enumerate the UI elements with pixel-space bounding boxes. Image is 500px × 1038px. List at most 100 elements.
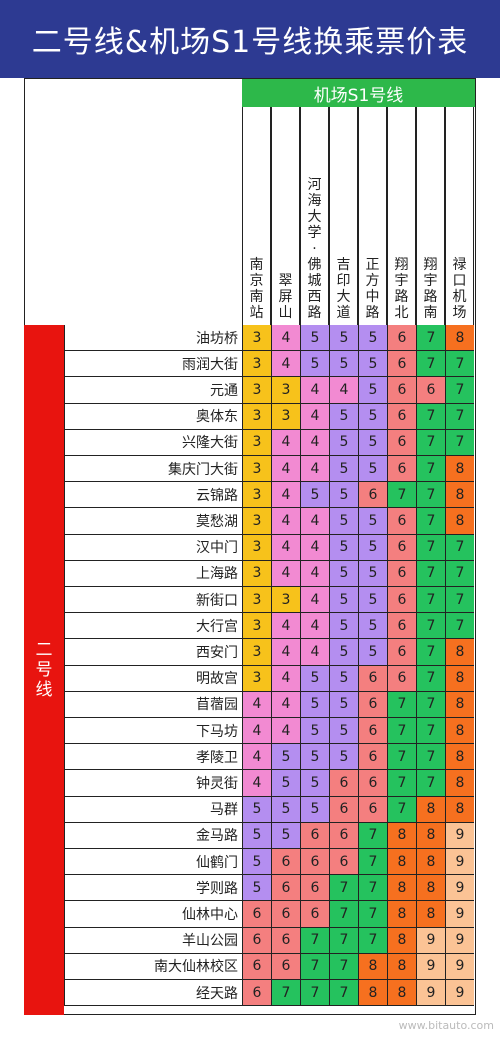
- fare-cell: 7: [358, 849, 387, 876]
- fare-cell: 8: [445, 770, 474, 797]
- fare-cell: 4: [271, 351, 300, 378]
- fare-cell: 6: [271, 901, 300, 928]
- fare-cell: 6: [242, 927, 271, 954]
- fare-cell: 8: [416, 875, 445, 902]
- fare-cell: 6: [358, 770, 387, 797]
- fare-cell: 7: [329, 875, 358, 902]
- fare-cell: 4: [271, 429, 300, 456]
- line2-label-text: 二号线: [35, 640, 53, 700]
- column-header: 正方中路: [358, 107, 387, 325]
- fare-cell: 7: [387, 691, 416, 718]
- fare-cell: 6: [358, 482, 387, 509]
- fare-cell: 8: [416, 796, 445, 823]
- fare-cell: 6: [329, 770, 358, 797]
- fare-cell: 5: [300, 770, 329, 797]
- fare-cell: 7: [387, 482, 416, 509]
- fare-cell: 8: [387, 953, 416, 980]
- fare-cell: 5: [271, 770, 300, 797]
- station-name: 钟灵街: [64, 770, 242, 797]
- fare-cell: 5: [329, 456, 358, 483]
- station-name: 集庆门大街: [64, 456, 242, 483]
- fare-cell: 5: [358, 560, 387, 587]
- fare-cell: 4: [242, 718, 271, 745]
- fare-cell: 5: [300, 325, 329, 352]
- fare-cell: 6: [387, 639, 416, 666]
- fare-cell: 8: [445, 639, 474, 666]
- fare-cell: 5: [271, 744, 300, 771]
- fare-cell: 5: [358, 429, 387, 456]
- fare-cell: 7: [416, 587, 445, 614]
- fare-cell: 6: [242, 980, 271, 1007]
- station-name: 经天路: [64, 980, 242, 1007]
- fare-cell: 7: [445, 534, 474, 561]
- table-row: 汉中门 3 4 4 5 5 6 7 7: [64, 534, 474, 561]
- fare-cell: 5: [329, 560, 358, 587]
- fare-cell: 7: [445, 377, 474, 404]
- fare-cell: 4: [271, 613, 300, 640]
- station-name: 南大仙林校区: [64, 953, 242, 980]
- fare-cell: 6: [242, 901, 271, 928]
- fare-cell: 6: [358, 796, 387, 823]
- station-name: 仙鹤门: [64, 849, 242, 876]
- table-row: 仙鹤门 5 6 6 6 7 8 8 9: [64, 849, 474, 876]
- fare-cell: 8: [445, 718, 474, 745]
- fare-cell: 6: [358, 718, 387, 745]
- fare-cell: 7: [358, 927, 387, 954]
- fare-cell: 4: [300, 403, 329, 430]
- fare-cell: 5: [300, 351, 329, 378]
- fare-cell: 8: [387, 822, 416, 849]
- watermark: www.bitauto.com: [398, 1019, 494, 1032]
- station-name: 奥体东: [64, 403, 242, 430]
- fare-cell: 4: [271, 560, 300, 587]
- fare-cell: 6: [329, 796, 358, 823]
- fare-cell: 9: [416, 927, 445, 954]
- station-name: 上海路: [64, 560, 242, 587]
- fare-cell: 9: [445, 901, 474, 928]
- fare-cell: 7: [416, 744, 445, 771]
- fare-cell: 7: [416, 560, 445, 587]
- fare-cell: 5: [329, 718, 358, 745]
- fare-cell: 3: [242, 560, 271, 587]
- fare-cell: 6: [387, 587, 416, 614]
- table-row: 钟灵街 4 5 5 6 6 7 7 8: [64, 770, 474, 797]
- table-row: 南大仙林校区 6 6 7 7 8 8 9 9: [64, 953, 474, 980]
- fare-cell: 6: [387, 456, 416, 483]
- station-name: 新街口: [64, 587, 242, 614]
- fare-cell: 3: [242, 482, 271, 509]
- fare-cell: 3: [271, 587, 300, 614]
- fare-cell: 5: [242, 796, 271, 823]
- station-name: 学则路: [64, 875, 242, 902]
- fare-cell: 7: [387, 796, 416, 823]
- fare-cell: 7: [445, 429, 474, 456]
- fare-cell: 8: [416, 901, 445, 928]
- fare-cell: 6: [271, 849, 300, 876]
- fare-cell: 5: [329, 482, 358, 509]
- station-name: 下马坊: [64, 718, 242, 745]
- fare-cell: 3: [242, 456, 271, 483]
- fare-cell: 7: [416, 691, 445, 718]
- station-name: 仙林中心: [64, 901, 242, 928]
- station-name: 金马路: [64, 822, 242, 849]
- column-header-label: 翔宇路北: [394, 257, 409, 321]
- station-name: 羊山公园: [64, 927, 242, 954]
- station-name: 汉中门: [64, 534, 242, 561]
- fare-cell: 8: [387, 875, 416, 902]
- column-header: 南京南站: [242, 107, 271, 325]
- fare-cell: 6: [387, 403, 416, 430]
- fare-cell: 3: [242, 613, 271, 640]
- fare-cell: 5: [358, 639, 387, 666]
- fare-cell: 7: [329, 953, 358, 980]
- fare-cell: 4: [300, 534, 329, 561]
- table-row: 油坊桥 3 4 5 5 5 6 7 8: [64, 325, 474, 352]
- fare-cell: 6: [271, 875, 300, 902]
- fare-cell: 4: [300, 613, 329, 640]
- fare-cell: 4: [271, 718, 300, 745]
- table-row: 羊山公园 6 6 7 7 7 8 9 9: [64, 927, 474, 954]
- fare-cell: 6: [387, 508, 416, 535]
- fare-cell: 4: [300, 587, 329, 614]
- table-row: 奥体东 3 3 4 5 5 6 7 7: [64, 403, 474, 430]
- fare-cell: 5: [358, 325, 387, 352]
- fare-cell: 7: [445, 587, 474, 614]
- fare-cell: 8: [358, 953, 387, 980]
- fare-cell: 8: [445, 744, 474, 771]
